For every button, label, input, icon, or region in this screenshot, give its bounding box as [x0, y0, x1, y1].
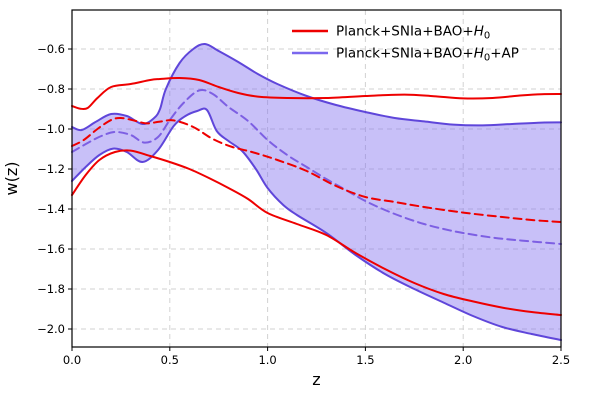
ap-confidence-band [72, 43, 561, 340]
legend-label: Planck+SNIa+BAO+H0 [336, 24, 490, 42]
x-tick-label: 2.0 [454, 353, 472, 367]
x-tick-label: 1.0 [258, 353, 276, 367]
y-tick-label: −1.4 [37, 202, 65, 216]
y-tick-label: −1.6 [37, 242, 65, 256]
red-median-curve [71, 116, 562, 223]
x-tick-label: 2.5 [552, 353, 570, 367]
legend-label: Planck+SNIa+BAO+H0+AP [336, 46, 519, 64]
y-tick-label: −1.2 [37, 162, 65, 176]
ap-upper-curve [71, 42, 562, 132]
y-tick-label: −2.0 [37, 322, 65, 336]
y-tick-label: −1.0 [37, 122, 65, 136]
legend: Planck+SNIa+BAO+H0 Planck+SNIa+BAO+H0+AP [292, 24, 519, 64]
y-tick-label: −0.6 [37, 42, 65, 56]
y-tick-label: −1.8 [37, 282, 65, 296]
gridlines [71, 10, 562, 347]
red-upper-curve [71, 76, 562, 111]
plot-frame [71, 9, 562, 348]
ap-median-curve [71, 88, 562, 245]
red-lower-curve [71, 149, 562, 316]
x-tick-label: 1.5 [356, 353, 374, 367]
y-tick-label: −0.8 [37, 82, 65, 96]
x-tick-label: 0.0 [63, 353, 81, 367]
ap-lower-curve [71, 107, 562, 341]
ticks [68, 48, 562, 351]
x-axis-label: z [312, 370, 320, 389]
y-axis-label: w(z) [2, 162, 21, 196]
x-tick-label: 0.5 [161, 353, 179, 367]
tick-labels: 0.0 0.5 1.0 1.5 2.0 2.5 −0.6 −0.8 −1.0 −1.2 −1.4 −1… [37, 42, 570, 367]
